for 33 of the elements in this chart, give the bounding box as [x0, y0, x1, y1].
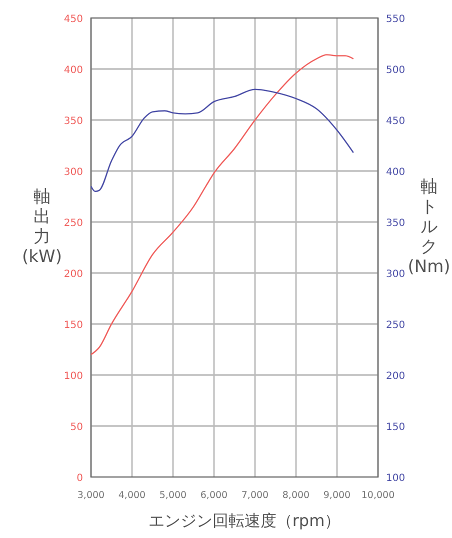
x-tick-label: 5,000: [159, 490, 187, 501]
x-tick-label: 3,000: [77, 490, 105, 501]
y-tick-label: 50: [70, 422, 83, 433]
y2-tick-label: 150: [386, 422, 406, 433]
y-tick-label: 100: [64, 371, 83, 382]
y-tick-label: 200: [64, 269, 83, 280]
x-tick-label: 9,000: [323, 490, 351, 501]
y2-tick-label: 350: [386, 218, 406, 229]
y-tick-label: 350: [64, 116, 83, 127]
x-tick-label: 6,000: [200, 490, 228, 501]
y2-tick-label: 500: [386, 65, 406, 76]
y2-axis-title: 軸トルク(Nm): [408, 177, 450, 277]
y-tick-label: 300: [64, 167, 83, 178]
y-tick-label: 400: [64, 65, 83, 76]
y2-tick-label: 450: [386, 116, 406, 127]
y2-tick-label: 300: [386, 269, 406, 280]
y-tick-label: 0: [76, 473, 83, 484]
y-tick-label: 450: [64, 14, 83, 25]
x-tick-label: 8,000: [282, 490, 310, 501]
y2-tick-label: 200: [386, 371, 406, 382]
line-series: [90, 88, 354, 192]
x-axis-title: エンジン回転速度（rpm）: [148, 511, 341, 530]
y2-tick-label: 550: [386, 14, 406, 25]
y2-tick-label: 100: [386, 473, 406, 484]
x-tick-label: 7,000: [241, 490, 269, 501]
x-tick-label: 10,000: [361, 490, 395, 501]
y2-tick-label: 250: [386, 320, 406, 331]
y-tick-label: 250: [64, 218, 83, 229]
y-tick-label: 150: [64, 320, 83, 331]
x-tick-label: 4,000: [118, 490, 146, 501]
y2-tick-label: 400: [386, 167, 406, 178]
line-series: [90, 54, 354, 356]
y-axis-title: 軸出力(kW): [22, 187, 62, 267]
